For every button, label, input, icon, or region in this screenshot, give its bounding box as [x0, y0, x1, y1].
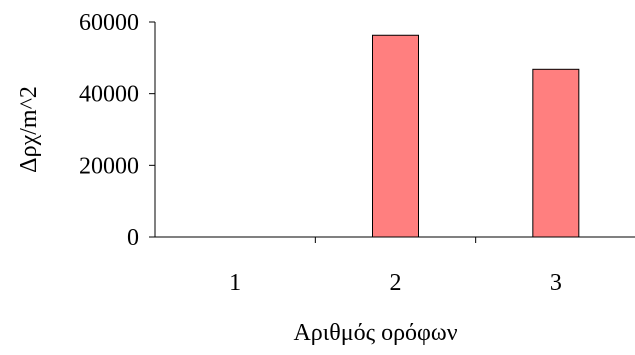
- x-tick-label: 3: [550, 270, 562, 296]
- x-tick-label: 2: [390, 270, 402, 296]
- y-ticks: 0 20000 40000 60000: [79, 10, 155, 251]
- x-ticks: 1 2 3: [229, 237, 562, 296]
- bars: [372, 34, 580, 238]
- x-axis-title: Αριθμός ορόφων: [293, 320, 457, 346]
- y-axis-title: Δρχ/m^2: [16, 86, 42, 173]
- y-tick-label: 20000: [79, 153, 139, 179]
- y-tick-label: 0: [127, 225, 139, 251]
- bar-3: [532, 68, 580, 238]
- x-tick-label: 1: [229, 270, 241, 296]
- y-tick-label: 40000: [79, 82, 139, 108]
- y-tick-label: 60000: [79, 10, 139, 36]
- bar-2: [372, 34, 419, 238]
